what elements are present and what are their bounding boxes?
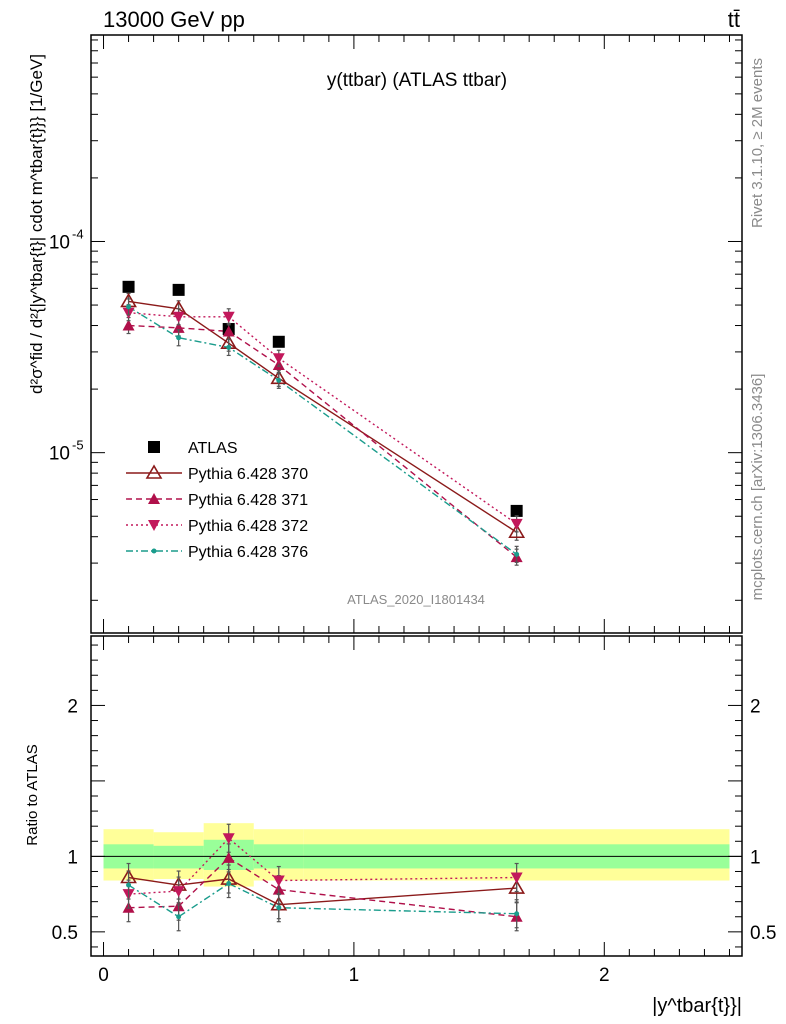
ratio-series-0-line (128, 876, 517, 906)
legend: ATLAS Pythia 6.428 370 Pythia 6.428 371 Pyt… (126, 440, 308, 561)
ratio-series-2-point (172, 886, 185, 898)
series-4-point (226, 344, 232, 350)
series-4-line (128, 306, 518, 555)
legend-marker (148, 520, 160, 531)
series-4-point (276, 377, 282, 383)
series-2-point (122, 319, 135, 331)
ratio-series-3-point (226, 881, 232, 887)
plot-title: y(ttbar) (ATLAS ttbar) (327, 70, 507, 91)
ratio-y-tick-label-right: 0.5 (750, 923, 776, 944)
rivet-version-label: Rivet 3.1.10, ≥ 2M events (749, 58, 766, 228)
ratio-series-1-point (222, 851, 235, 863)
ratio-series-3-point (176, 914, 182, 920)
y-axis-label: d²σ^fid / d²{|y^tbar{t}| cdot m^tbar{t}}… (27, 54, 46, 394)
ratio-series-2-point (272, 875, 285, 887)
ratio-series-3-point (126, 882, 132, 888)
x-tick-label: 0 (98, 965, 109, 986)
series-2-line (128, 324, 518, 558)
ratio-y-tick-label-right: 2 (750, 696, 761, 717)
legend-marker (145, 464, 163, 479)
ratio-series-3-point (276, 905, 282, 911)
series-2-point (172, 321, 185, 333)
legend-label: Pythia 6.428 371 (188, 492, 308, 509)
series-4-point (126, 304, 132, 310)
series-0-point (272, 335, 285, 348)
series-1-point (508, 523, 526, 539)
main-plot-frame (90, 34, 743, 634)
series-3-point (272, 353, 285, 365)
ratio-axes: 0.5 0.5 1 1 2 2 0 1 2 (52, 636, 776, 986)
x-tick-label: 2 (599, 965, 610, 986)
legend-label: Pythia 6.428 372 (188, 518, 308, 535)
ratio-plot-frame (90, 635, 743, 957)
series-3-line (128, 312, 518, 525)
ratio-plot-area (91, 823, 742, 887)
y-tick-label: 10 (49, 444, 70, 465)
series-3-point (510, 518, 523, 530)
legend-marker (151, 548, 157, 554)
ratio-series-1-line (128, 857, 517, 918)
legend-label: ATLAS (188, 440, 238, 457)
legend-marker (148, 493, 160, 504)
header-final-state-label: tt̄ (728, 7, 740, 32)
ratio-y-tick-label: 0.5 (52, 923, 78, 944)
legend-label: Pythia 6.428 376 (188, 544, 308, 561)
series-0-point (122, 280, 135, 293)
header-process-label: 13000 GeV pp (103, 7, 245, 32)
series-4-point (514, 551, 520, 557)
x-axis-label: |y^tbar{t}}| (652, 995, 742, 1017)
legend-marker (148, 441, 160, 453)
main-series-lines (128, 300, 518, 558)
ratio-series-2-point (510, 872, 523, 884)
y-tick-label-exponent: -4 (72, 226, 84, 241)
ratio-y-tick-label: 1 (67, 847, 78, 868)
ratio-y-tick-label-right: 1 (750, 847, 761, 868)
x-tick-label: 1 (349, 965, 360, 986)
legend-label: Pythia 6.428 370 (188, 466, 308, 483)
series-0-point (510, 504, 523, 517)
series-2-point (222, 325, 235, 337)
ratio-series-markers (120, 823, 526, 932)
main-axes: 10-510-4 (49, 35, 742, 633)
ratio-series-3-point (514, 911, 520, 917)
green-uncertainty-band (153, 845, 204, 869)
ratio-y-axis-label: Ratio to ATLAS (24, 744, 41, 845)
series-4-point (176, 335, 182, 341)
series-3-point (222, 311, 235, 323)
mcplots-label: mcplots.cern.ch [arXiv:1306.3436] (749, 374, 766, 601)
series-0-point (172, 283, 185, 296)
y-tick-label: 10 (49, 232, 70, 253)
ratio-series-3-line (128, 882, 517, 918)
series-3-point (172, 311, 185, 323)
ratio-y-tick-label: 2 (67, 696, 78, 717)
analysis-id-label: ATLAS_2020_I1801434 (347, 592, 485, 607)
series-1-line (128, 300, 518, 533)
main-series-markers (120, 280, 526, 566)
y-tick-label-exponent: -5 (72, 438, 84, 453)
ratio-series-2-point (222, 833, 235, 845)
ratio-series-0-point (508, 879, 526, 894)
